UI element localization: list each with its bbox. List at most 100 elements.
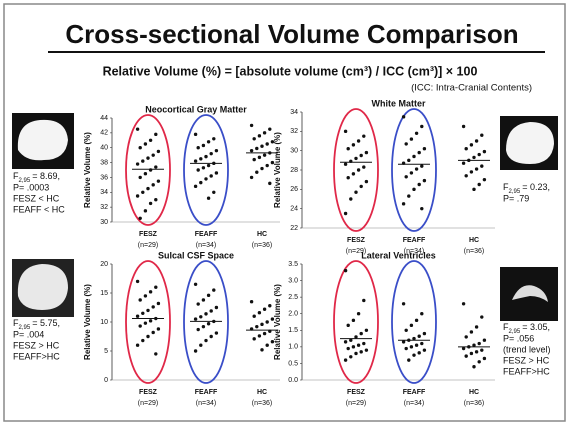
data-point [263,131,266,134]
group-size-label: (n=36) [252,242,272,249]
data-point [420,342,423,345]
stat-line: P= .0003 [13,182,49,192]
data-point [462,162,465,165]
data-point [210,335,213,338]
data-point [154,165,157,168]
data-point [423,147,426,150]
data-point [139,298,142,301]
data-point [423,348,426,351]
data-point [260,348,263,351]
data-point [215,306,218,309]
data-point [407,358,410,361]
data-point [212,137,215,140]
data-point [152,153,155,156]
data-point [360,154,363,157]
data-point [352,143,355,146]
data-point [152,305,155,308]
x-category-label: HC [469,237,479,244]
data-point [357,139,360,142]
data-point [362,134,365,137]
data-point [253,158,256,161]
data-point [462,125,465,128]
data-point [266,344,269,347]
f-value: = 5.75, [32,318,60,328]
data-point [210,174,213,177]
data-point [194,133,197,136]
y-tick-label: 24 [290,206,298,213]
x-category-label: HC [257,389,267,396]
y-axis-label: Relative Volume (%) [273,284,282,360]
data-point [149,290,152,293]
data-point [415,344,418,347]
subtitle: Relative Volume (%) = [absolute volume (… [103,64,478,78]
y-tick-label: 5 [104,348,108,355]
data-point [480,134,483,137]
stat-line: P= .056 [503,333,534,343]
y-tick-label: 38 [100,159,108,166]
data-point [139,217,142,220]
data-point [144,142,147,145]
data-point [418,335,421,338]
data-point [418,183,421,186]
data-point [420,207,423,210]
data-point [410,171,413,174]
data-point [139,176,142,179]
data-point [405,329,408,332]
data-point [154,133,157,136]
data-point [197,168,200,171]
note: (ICC: Intra-Cranial Contents) [411,83,532,94]
data-point [157,179,160,182]
data-point [210,309,213,312]
x-category-label: FEAFF [403,389,426,396]
data-point [365,151,368,154]
data-point [465,354,468,357]
data-point [250,149,253,152]
data-point [157,327,160,330]
data-point [194,159,197,162]
x-category-label: FEAFF [195,231,218,238]
data-point [154,286,157,289]
data-point [362,342,365,345]
x-category-label: FESZ [139,389,158,396]
data-point [260,323,263,326]
data-point [362,165,365,168]
data-point [207,294,210,297]
stat-line: FESZ < HC [13,193,60,203]
data-point [357,344,360,347]
data-point [250,176,253,179]
data-point [266,164,269,167]
data-point [146,156,149,159]
data-point [423,332,426,335]
data-point [250,124,253,127]
data-point [465,174,468,177]
data-point [478,342,481,345]
data-point [365,329,368,332]
data-point [202,325,205,328]
y-tick-label: 42 [100,130,108,137]
panel-title: Sulcal CSF Space [158,250,234,260]
data-point [146,187,149,190]
data-point [141,191,144,194]
y-tick-label: 44 [100,115,108,122]
data-point [470,170,473,173]
x-category-label: HC [469,389,479,396]
data-point [483,178,486,181]
data-point [144,209,147,212]
data-point [199,181,202,184]
data-point [215,149,218,152]
data-point [136,194,139,197]
y-tick-label: 10 [100,319,108,326]
data-point [360,185,363,188]
data-point [402,115,405,118]
data-point [141,339,144,342]
data-point [405,175,408,178]
data-point [478,183,481,186]
group-size-label: (n=36) [464,248,484,255]
data-point [402,302,405,305]
data-point [478,153,481,156]
data-point [152,331,155,334]
y-tick-label: 2.0 [288,311,298,318]
data-point [344,130,347,133]
data-point [136,280,139,283]
data-point [344,358,347,361]
